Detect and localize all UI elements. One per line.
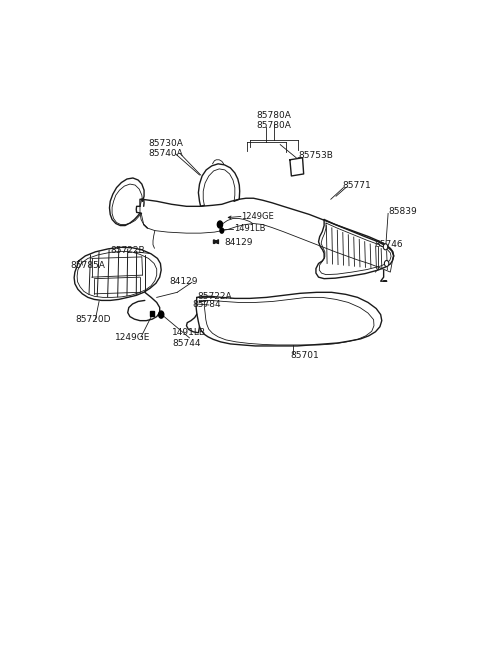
Text: 85839: 85839 [388,207,417,216]
Bar [150,311,154,316]
Text: 85771: 85771 [343,181,372,190]
Text: 84129: 84129 [225,238,253,247]
Text: 85701: 85701 [290,351,319,359]
Text: 85780A
85780A: 85780A 85780A [256,110,291,130]
Text: 1491LB
85744: 1491LB 85744 [172,328,206,348]
Circle shape [217,221,223,228]
Text: 85722A: 85722A [198,292,232,301]
Text: 85784: 85784 [192,300,221,309]
Text: 85722B: 85722B [110,246,145,256]
Text: 85753B: 85753B [298,151,333,160]
Circle shape [158,311,164,318]
Text: 84129: 84129 [170,277,198,286]
Text: 1249GE: 1249GE [241,212,274,221]
Circle shape [384,260,389,267]
Circle shape [383,244,388,250]
Text: 85785A: 85785A [71,261,105,269]
Text: 85720D: 85720D [75,315,110,324]
Text: 1491LB: 1491LB [234,224,265,233]
Text: 85730A
85740A: 85730A 85740A [149,139,183,158]
Circle shape [220,228,224,233]
Text: 1249GE: 1249GE [115,333,150,342]
Text: 85746: 85746 [374,240,403,249]
